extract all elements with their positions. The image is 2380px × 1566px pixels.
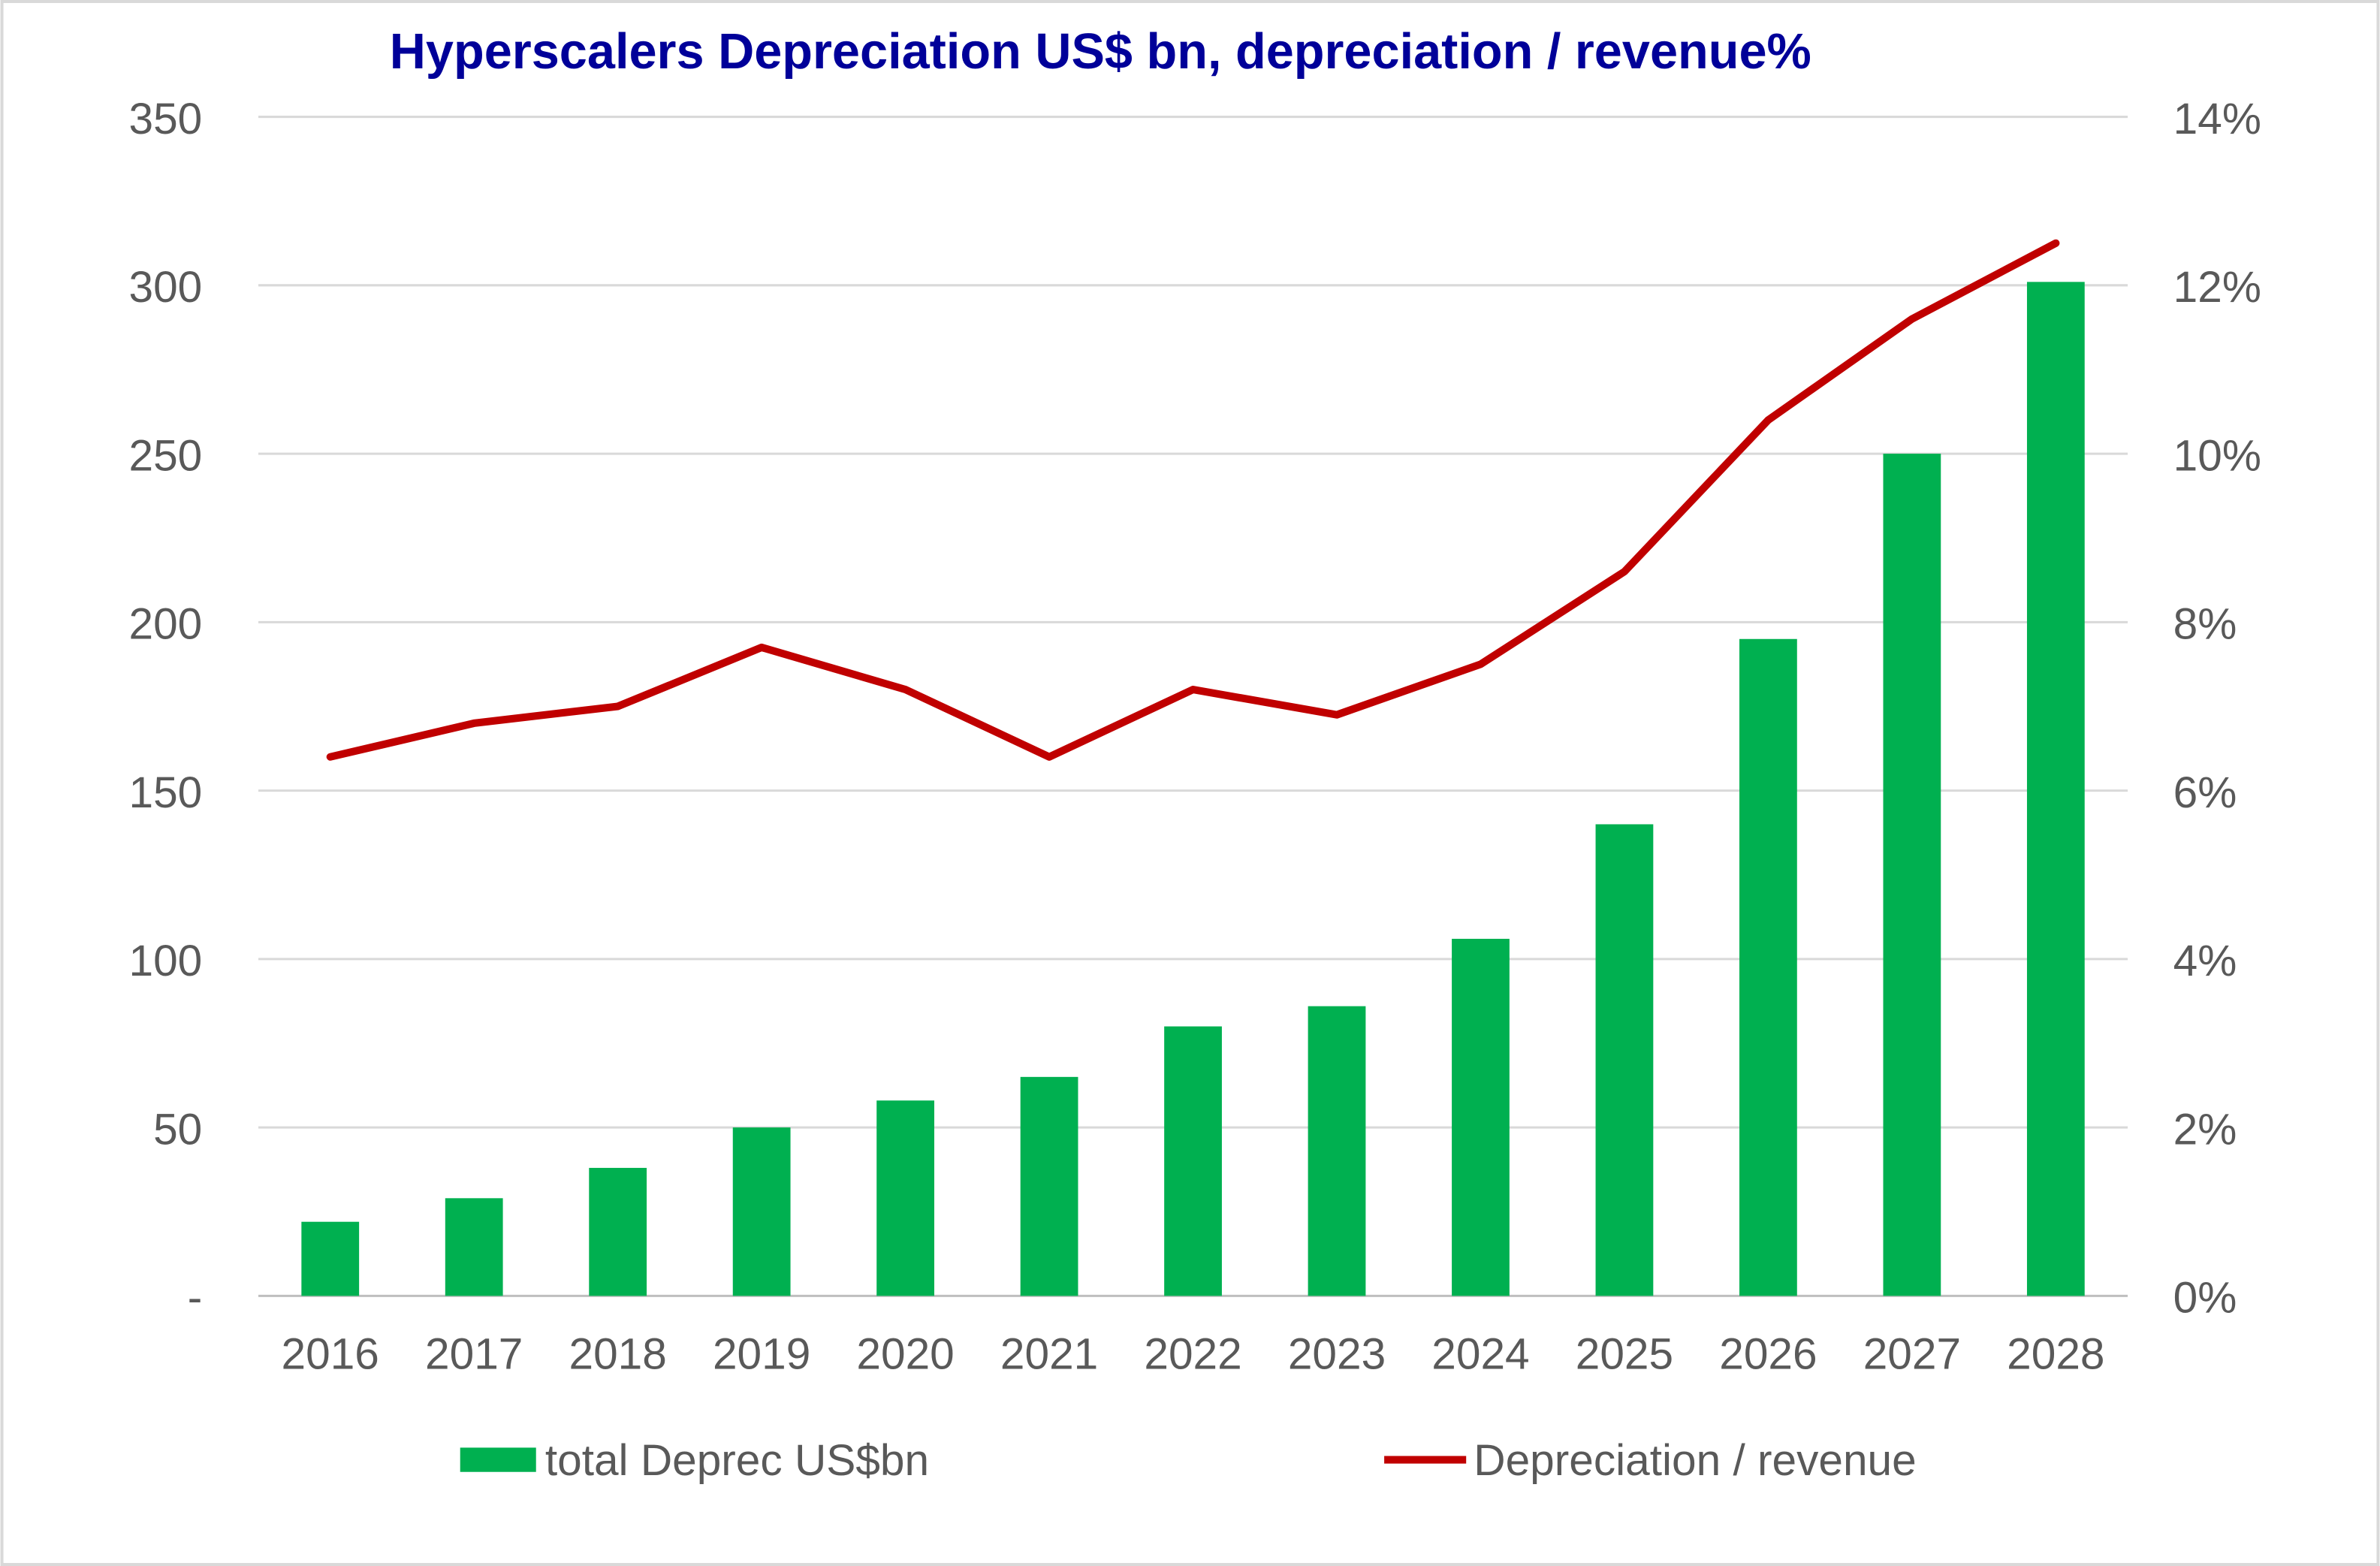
bar-2023: [1308, 1006, 1366, 1296]
x-tick-label: 2019: [713, 1329, 810, 1378]
right-tick-label: 2%: [2173, 1105, 2237, 1154]
legend-bar-swatch: [460, 1447, 536, 1472]
right-tick-label: 6%: [2173, 768, 2237, 817]
x-tick-label: 2020: [856, 1329, 954, 1378]
left-tick-label: -: [188, 1274, 203, 1323]
right-tick-label: 14%: [2173, 95, 2261, 143]
x-tick-label: 2028: [2007, 1329, 2104, 1378]
bar-2025: [1595, 824, 1654, 1296]
x-tick-label: 2026: [1719, 1329, 1817, 1378]
x-tick-label: 2025: [1576, 1329, 1673, 1378]
bar-2024: [1452, 938, 1510, 1296]
left-tick-label: 150: [129, 768, 203, 817]
legend: total Deprec US$bn Depreciation / revenu…: [460, 1436, 1917, 1485]
x-tick-label: 2017: [425, 1329, 523, 1378]
bar-2021: [1020, 1076, 1078, 1296]
bar-2020: [876, 1100, 934, 1296]
bar-2018: [589, 1167, 647, 1296]
bar-2026: [1739, 638, 1797, 1296]
bar-2022: [1164, 1026, 1222, 1296]
right-tick-label: 0%: [2173, 1274, 2237, 1323]
right-tick-label: 10%: [2173, 431, 2261, 480]
bar-2027: [1883, 454, 1941, 1296]
left-tick-label: 50: [153, 1105, 202, 1154]
x-tick-label: 2024: [1431, 1329, 1529, 1378]
legend-bar-label: total Deprec US$bn: [545, 1436, 929, 1485]
right-tick-label: 12%: [2173, 263, 2261, 312]
x-tick-label: 2022: [1144, 1329, 1241, 1378]
legend-line-label: Depreciation / revenue: [1474, 1436, 1916, 1485]
left-tick-label: 300: [129, 263, 203, 312]
left-tick-label: 250: [129, 431, 203, 480]
x-tick-label: 2023: [1288, 1329, 1386, 1378]
x-tick-label: 2018: [569, 1329, 667, 1378]
chart-title: Hyperscalers Depreciation US$ bn, deprec…: [390, 24, 1811, 80]
bar-2028: [2026, 282, 2085, 1296]
bar-2016: [301, 1221, 360, 1296]
left-tick-label: 200: [129, 600, 203, 649]
left-tick-label: 350: [129, 95, 203, 143]
right-tick-label: 8%: [2173, 600, 2237, 649]
right-tick-label: 4%: [2173, 937, 2237, 985]
x-tick-label: 2027: [1863, 1329, 1961, 1378]
x-tick-label: 2016: [282, 1329, 379, 1378]
left-tick-label: 100: [129, 937, 203, 985]
bar-2017: [445, 1198, 503, 1296]
x-tick-label: 2021: [1000, 1329, 1098, 1378]
bar-2019: [732, 1127, 791, 1296]
